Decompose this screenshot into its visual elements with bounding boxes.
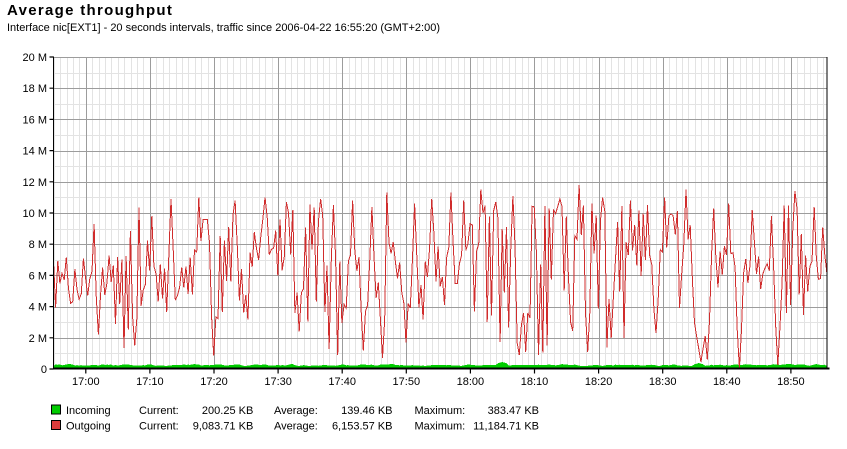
svg-text:200.25 KB: 200.25 KB <box>202 405 253 417</box>
svg-text:11,184.71 KB: 11,184.71 KB <box>473 421 539 433</box>
svg-text:16 M: 16 M <box>23 114 47 126</box>
svg-text:383.47 KB: 383.47 KB <box>488 405 539 417</box>
svg-text:139.46 KB: 139.46 KB <box>341 405 392 417</box>
svg-text:6 M: 6 M <box>29 270 47 282</box>
svg-text:17:10: 17:10 <box>136 376 164 388</box>
svg-text:Average:: Average: <box>274 405 318 417</box>
svg-text:18:20: 18:20 <box>585 376 613 388</box>
svg-text:17:20: 17:20 <box>200 376 228 388</box>
svg-text:18:10: 18:10 <box>521 376 549 388</box>
svg-text:0: 0 <box>41 364 47 376</box>
svg-text:17:40: 17:40 <box>328 376 356 388</box>
svg-text:10 M: 10 M <box>23 208 47 220</box>
svg-text:17:00: 17:00 <box>72 376 100 388</box>
svg-text:18:30: 18:30 <box>649 376 677 388</box>
svg-text:18:50: 18:50 <box>777 376 805 388</box>
svg-text:Current:: Current: <box>139 405 179 417</box>
svg-text:18:40: 18:40 <box>713 376 741 388</box>
svg-text:6,153.57 KB: 6,153.57 KB <box>332 421 393 433</box>
svg-text:Incoming: Incoming <box>66 405 111 417</box>
svg-text:18:00: 18:00 <box>457 376 485 388</box>
svg-text:Average:: Average: <box>274 421 318 433</box>
svg-text:17:50: 17:50 <box>393 376 421 388</box>
svg-text:Maximum:: Maximum: <box>415 405 466 417</box>
svg-text:12 M: 12 M <box>23 177 47 189</box>
svg-text:Maximum:: Maximum: <box>415 421 466 433</box>
svg-text:9,083.71 KB: 9,083.71 KB <box>193 421 254 433</box>
svg-text:2 M: 2 M <box>29 333 47 345</box>
svg-text:17:30: 17:30 <box>264 376 292 388</box>
svg-text:18 M: 18 M <box>23 83 47 95</box>
svg-text:8 M: 8 M <box>29 239 47 251</box>
svg-text:Current:: Current: <box>139 421 179 433</box>
svg-text:4 M: 4 M <box>29 302 47 314</box>
svg-text:20 M: 20 M <box>23 52 47 64</box>
svg-text:Outgoing: Outgoing <box>66 421 111 433</box>
svg-text:14 M: 14 M <box>23 146 47 158</box>
